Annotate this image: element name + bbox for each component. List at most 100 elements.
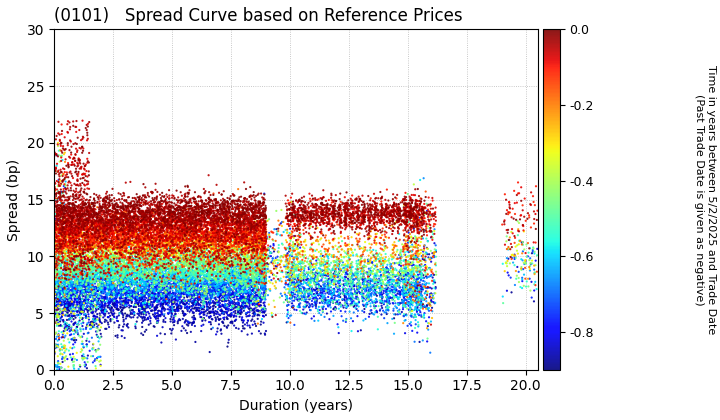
Point bbox=[50, 291, 61, 298]
Point bbox=[102, 193, 113, 199]
Point bbox=[188, 279, 199, 286]
Point bbox=[408, 255, 420, 262]
Point bbox=[287, 259, 299, 266]
Point bbox=[153, 234, 165, 241]
Point bbox=[264, 268, 276, 274]
Point bbox=[306, 269, 318, 276]
Point bbox=[83, 266, 94, 273]
Point bbox=[364, 223, 375, 230]
Point bbox=[196, 306, 207, 313]
Point bbox=[243, 282, 254, 289]
Point bbox=[351, 270, 363, 277]
Point bbox=[405, 204, 416, 210]
Point bbox=[182, 239, 194, 245]
Point bbox=[120, 214, 132, 220]
Point bbox=[86, 282, 98, 289]
Point bbox=[273, 249, 284, 256]
Point bbox=[162, 275, 174, 282]
Point bbox=[91, 285, 102, 291]
Point bbox=[206, 239, 217, 245]
Point bbox=[153, 210, 164, 216]
Point bbox=[133, 292, 145, 299]
Point bbox=[133, 273, 145, 279]
Point bbox=[79, 220, 91, 227]
Point bbox=[322, 279, 333, 286]
Point bbox=[138, 269, 149, 276]
Point bbox=[284, 252, 296, 258]
Point bbox=[60, 234, 72, 241]
Point bbox=[147, 260, 158, 267]
Point bbox=[49, 229, 60, 236]
Point bbox=[212, 222, 224, 228]
Point bbox=[132, 259, 144, 266]
Point bbox=[118, 236, 130, 243]
Point bbox=[68, 212, 79, 219]
Point bbox=[143, 227, 154, 234]
Point bbox=[112, 288, 123, 295]
Point bbox=[120, 237, 132, 244]
Point bbox=[400, 287, 412, 294]
Point bbox=[182, 286, 194, 293]
Point bbox=[175, 232, 186, 239]
Point bbox=[136, 278, 148, 285]
Point bbox=[95, 220, 107, 227]
Point bbox=[374, 278, 386, 285]
Point bbox=[325, 299, 336, 306]
Point bbox=[331, 260, 343, 267]
Point bbox=[340, 213, 351, 220]
Point bbox=[415, 206, 427, 213]
Point bbox=[224, 249, 235, 255]
Point bbox=[53, 319, 64, 326]
Point bbox=[57, 276, 68, 282]
Point bbox=[364, 215, 375, 221]
Point bbox=[59, 169, 71, 176]
Point bbox=[87, 262, 99, 269]
Point bbox=[138, 263, 149, 270]
Point bbox=[63, 179, 74, 186]
Point bbox=[499, 268, 510, 275]
Point bbox=[280, 215, 292, 221]
Point bbox=[124, 224, 135, 231]
Point bbox=[117, 206, 129, 213]
Point bbox=[227, 244, 238, 251]
Point bbox=[406, 197, 418, 203]
Point bbox=[247, 239, 258, 246]
Point bbox=[58, 189, 69, 196]
Point bbox=[101, 238, 112, 244]
Point bbox=[303, 282, 315, 289]
Point bbox=[287, 244, 298, 251]
Point bbox=[243, 244, 254, 251]
Point bbox=[274, 222, 285, 228]
Point bbox=[103, 257, 114, 263]
Point bbox=[243, 226, 254, 232]
Point bbox=[136, 231, 148, 237]
Point bbox=[216, 285, 228, 291]
Point bbox=[330, 292, 341, 299]
Point bbox=[359, 216, 370, 223]
Point bbox=[106, 284, 117, 291]
Point bbox=[118, 262, 130, 268]
Point bbox=[336, 219, 347, 226]
Point bbox=[96, 228, 108, 234]
Point bbox=[84, 280, 95, 286]
Point bbox=[130, 291, 142, 297]
Point bbox=[160, 254, 171, 260]
Point bbox=[165, 228, 176, 235]
Point bbox=[407, 299, 418, 306]
Point bbox=[210, 314, 221, 321]
Point bbox=[109, 270, 120, 277]
Point bbox=[207, 217, 219, 223]
Point bbox=[179, 266, 191, 273]
Point bbox=[225, 231, 236, 238]
Point bbox=[288, 255, 300, 261]
Point bbox=[425, 299, 436, 306]
Point bbox=[173, 250, 184, 257]
Point bbox=[84, 294, 95, 300]
Point bbox=[141, 270, 153, 277]
Point bbox=[145, 251, 156, 258]
Point bbox=[256, 304, 267, 311]
Point bbox=[124, 266, 135, 273]
Point bbox=[216, 216, 228, 223]
Point bbox=[154, 244, 166, 251]
Point bbox=[212, 247, 224, 253]
